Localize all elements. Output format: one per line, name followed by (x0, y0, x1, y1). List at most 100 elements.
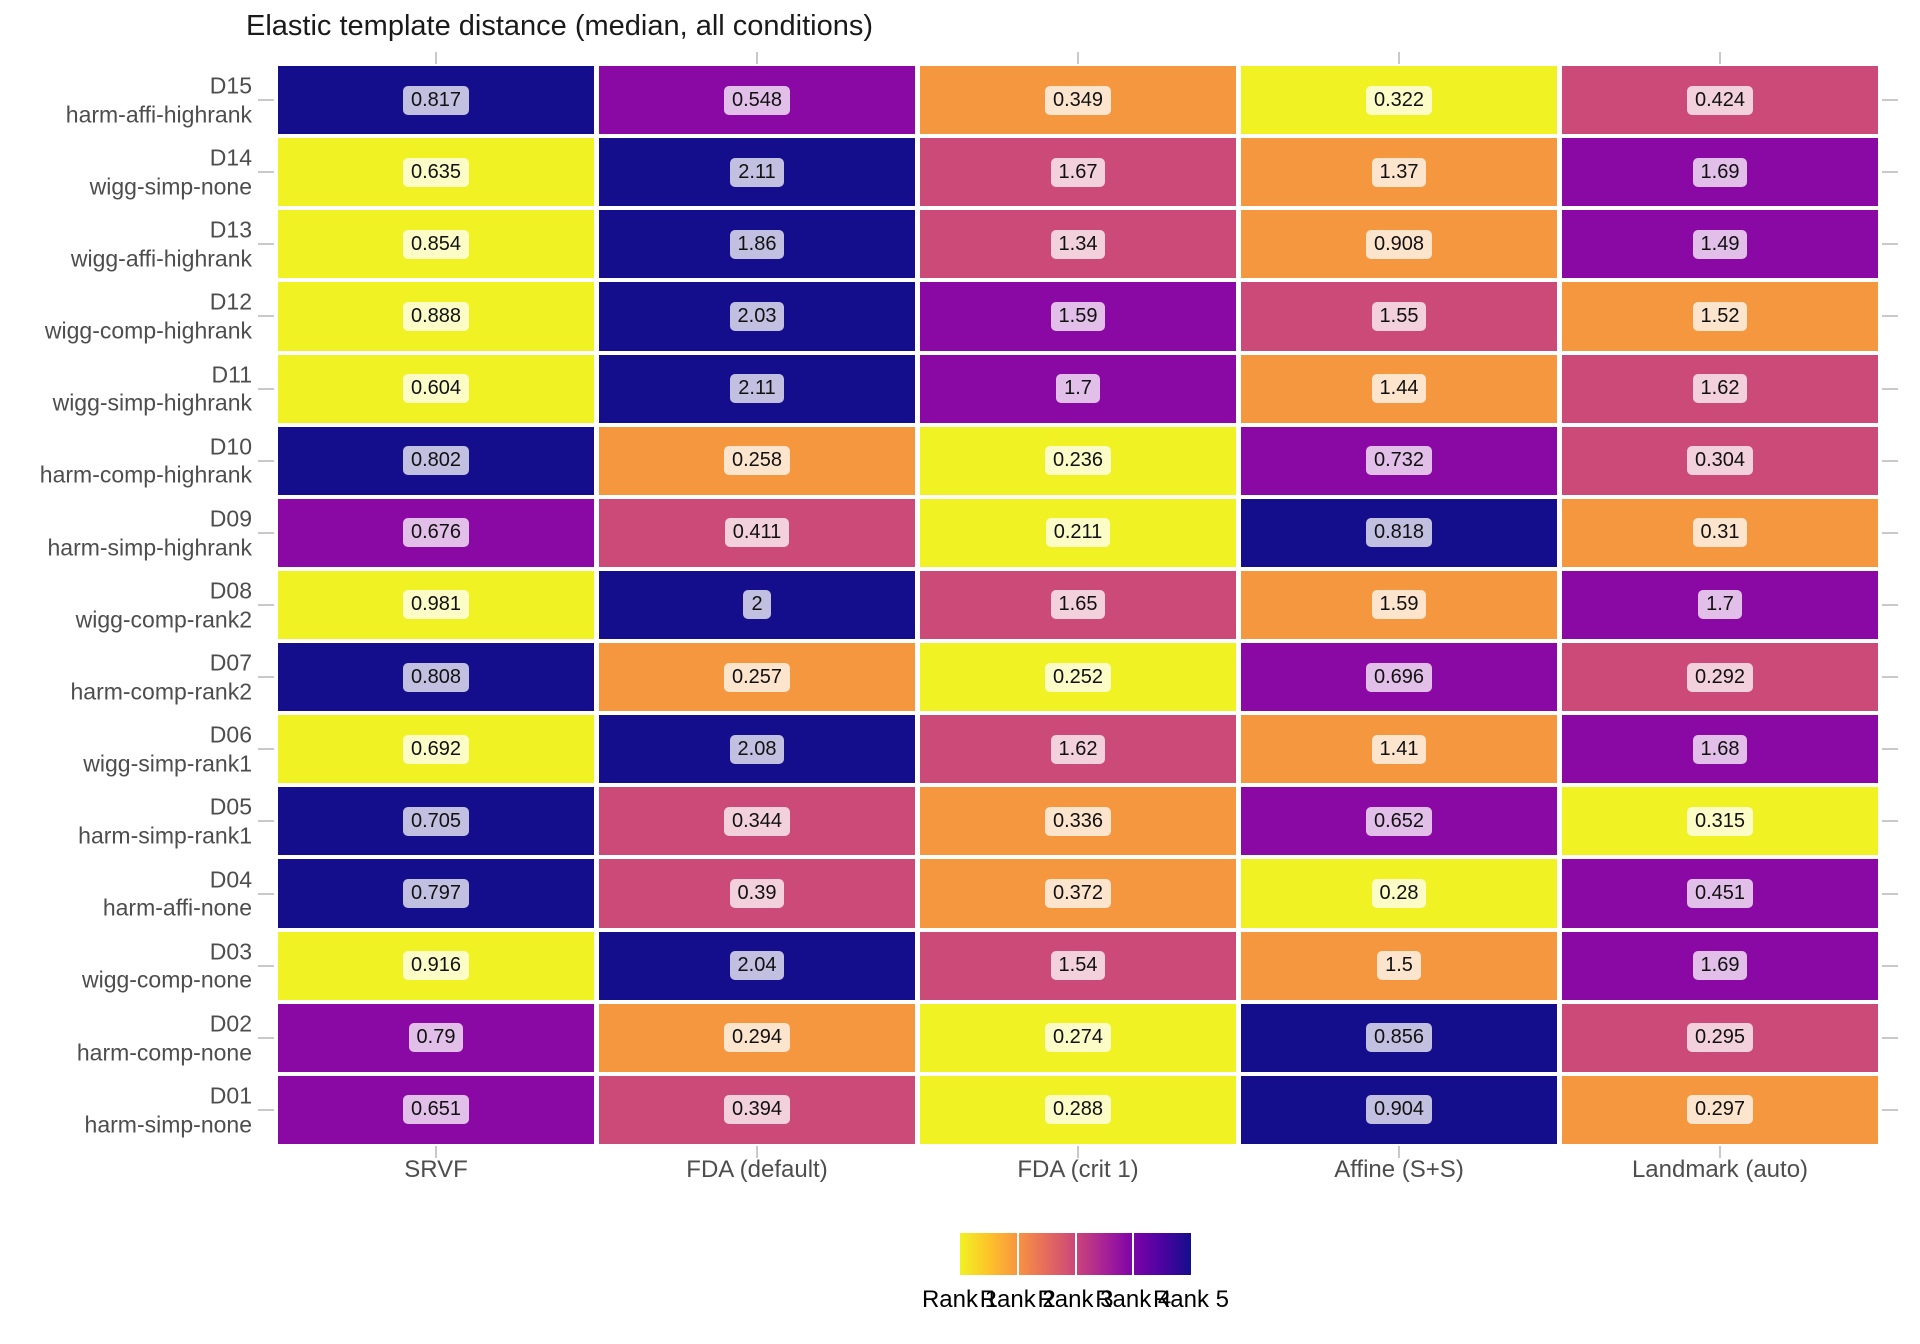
cell-value-label: 2.04 (729, 951, 785, 981)
dataset-condition: harm-simp-none (84, 1110, 252, 1137)
heatmap-cell-D10-col4: 0.732 (1241, 426, 1557, 495)
axis-tick (1719, 1146, 1721, 1158)
cell-value-label: 1.86 (729, 229, 785, 259)
heatmap-cell-D04-col4: 0.28 (1241, 859, 1557, 928)
heatmap-cell-D13-col3: 1.34 (920, 210, 1236, 279)
dataset-id: D14 (209, 144, 252, 171)
cell-value-label: 0.252 (1044, 662, 1112, 692)
heatmap-cell-D03-col2: 2.04 (599, 931, 915, 1000)
dataset-id: D13 (209, 216, 252, 243)
heatmap-cell-D02-col4: 0.856 (1241, 1003, 1557, 1072)
axis-tick (1882, 243, 1898, 246)
axis-tick (1882, 820, 1898, 823)
dataset-id: D08 (209, 577, 252, 604)
dataset-id: D10 (209, 432, 252, 459)
legend-label-rank-1: Rank 1 (921, 1286, 999, 1313)
cell-value-label: 0.856 (1365, 1023, 1433, 1053)
heatmap-cell-D11-col5: 1.62 (1562, 354, 1878, 423)
heatmap-cell-D14-col3: 1.67 (920, 138, 1236, 207)
axis-tick (1882, 748, 1898, 751)
cell-value-label: 1.49 (1692, 229, 1748, 259)
axis-tick (1882, 604, 1898, 606)
legend-label-rank-2: Rank 2 (979, 1286, 1056, 1313)
axis-tick (1398, 1146, 1400, 1158)
dataset-condition: harm-simp-highrank (47, 533, 252, 560)
y-axis-label-D08: D08 wigg-comp-rank2 (0, 576, 252, 634)
heatmap-cell-D08-col5: 1.7 (1562, 570, 1878, 640)
cell-value-label: 1.69 (1692, 951, 1748, 981)
cell-value-label: 1.7 (1698, 590, 1742, 620)
dataset-condition: wigg-comp-none (81, 966, 252, 993)
heatmap-cell-D05-col1: 0.705 (278, 787, 594, 856)
y-axis-label-D09: D09 harm-simp-highrank (0, 504, 252, 562)
dataset-condition: harm-affi-highrank (65, 101, 252, 128)
cell-value-label: 2.11 (730, 157, 784, 187)
legend-tick (1074, 1233, 1077, 1275)
heatmap-cell-D02-col1: 0.79 (278, 1003, 594, 1072)
cell-value-label: 0.817 (402, 85, 470, 115)
cell-value-label: 0.28 (1371, 879, 1427, 909)
x-axis-label-fda-crit-1-: FDA (crit 1) (1017, 1156, 1139, 1183)
heatmap-cell-D04-col2: 0.39 (599, 859, 915, 928)
cell-value-label: 2.08 (729, 734, 785, 764)
cell-value-label: 0.258 (723, 446, 791, 476)
cell-value-label: 0.732 (1365, 446, 1433, 476)
cell-value-label: 2 (743, 590, 771, 620)
axis-tick (1882, 964, 1898, 967)
heatmap-cell-D09-col3: 0.211 (920, 498, 1236, 567)
heatmap-cell-D01-col2: 0.394 (599, 1075, 915, 1144)
axis-tick (1077, 52, 1079, 64)
legend-tick (1016, 1233, 1019, 1275)
cell-value-label: 0.676 (402, 518, 470, 548)
heatmap-cell-D13-col2: 1.86 (599, 210, 915, 279)
heatmap-cell-D11-col1: 0.604 (278, 354, 594, 423)
heatmap-cell-D01-col5: 0.297 (1562, 1075, 1878, 1144)
cell-value-label: 0.39 (729, 879, 785, 909)
axis-tick (1882, 387, 1898, 390)
heatmap-cell-D02-col3: 0.274 (920, 1003, 1236, 1072)
axis-tick (1719, 52, 1721, 64)
cell-value-label: 0.304 (1686, 446, 1754, 476)
heatmap-cell-D10-col1: 0.802 (278, 426, 594, 495)
heatmap-cell-D09-col5: 0.31 (1562, 498, 1878, 567)
cell-value-label: 0.211 (1045, 518, 1111, 548)
cell-value-label: 1.62 (1692, 374, 1748, 404)
heatmap-cell-D12-col3: 1.59 (920, 282, 1236, 351)
x-axis-label-landmark-auto-: Landmark (auto) (1631, 1156, 1809, 1183)
dataset-condition: wigg-affi-highrank (70, 245, 252, 272)
heatmap-cell-D02-col2: 0.294 (599, 1003, 915, 1072)
x-axis-label-fda-default-: FDA (default) (686, 1156, 828, 1183)
dataset-id: D06 (209, 721, 252, 748)
heatmap-cell-D09-col1: 0.676 (278, 498, 594, 567)
heatmap-panel: 0.817 0.548 0.349 0.322 0.424 0.635 2.11 1.67 1.… (278, 66, 1878, 1144)
heatmap-cell-D02-col5: 0.295 (1562, 1003, 1878, 1072)
axis-tick (258, 531, 274, 534)
cell-value-label: 0.692 (402, 734, 470, 764)
cell-value-label: 0.635 (402, 157, 470, 187)
heatmap-cell-D13-col5: 1.49 (1562, 210, 1878, 279)
axis-tick (1882, 531, 1898, 534)
heatmap-cell-D04-col5: 0.451 (1562, 859, 1878, 928)
y-axis-label-D15: D15 harm-affi-highrank (0, 71, 252, 129)
cell-value-label: 1.68 (1692, 734, 1748, 764)
cell-value-label: 0.297 (1686, 1095, 1754, 1125)
cell-value-label: 1.52 (1692, 301, 1748, 331)
cell-value-label: 0.322 (1365, 85, 1433, 115)
heatmap-cell-D03-col4: 1.5 (1241, 931, 1557, 1000)
cell-value-label: 0.411 (724, 518, 790, 548)
heatmap-cell-D05-col5: 0.315 (1562, 787, 1878, 856)
heatmap-cell-D14-col2: 2.11 (599, 138, 915, 207)
cell-value-label: 1.59 (1371, 590, 1427, 620)
axis-tick (1882, 892, 1898, 895)
axis-tick (258, 676, 274, 679)
cell-value-label: 0.651 (402, 1095, 470, 1125)
cell-value-label: 1.34 (1050, 229, 1106, 259)
heatmap-cell-D07-col1: 0.808 (278, 643, 594, 712)
heatmap-cell-D05-col3: 0.336 (920, 787, 1236, 856)
cell-value-label: 0.908 (1365, 229, 1433, 259)
heatmap-cell-D12-col4: 1.55 (1241, 282, 1557, 351)
heatmap-cell-D06-col1: 0.692 (278, 715, 594, 784)
cell-value-label: 0.344 (723, 806, 791, 836)
cell-value-label: 1.65 (1050, 590, 1106, 620)
